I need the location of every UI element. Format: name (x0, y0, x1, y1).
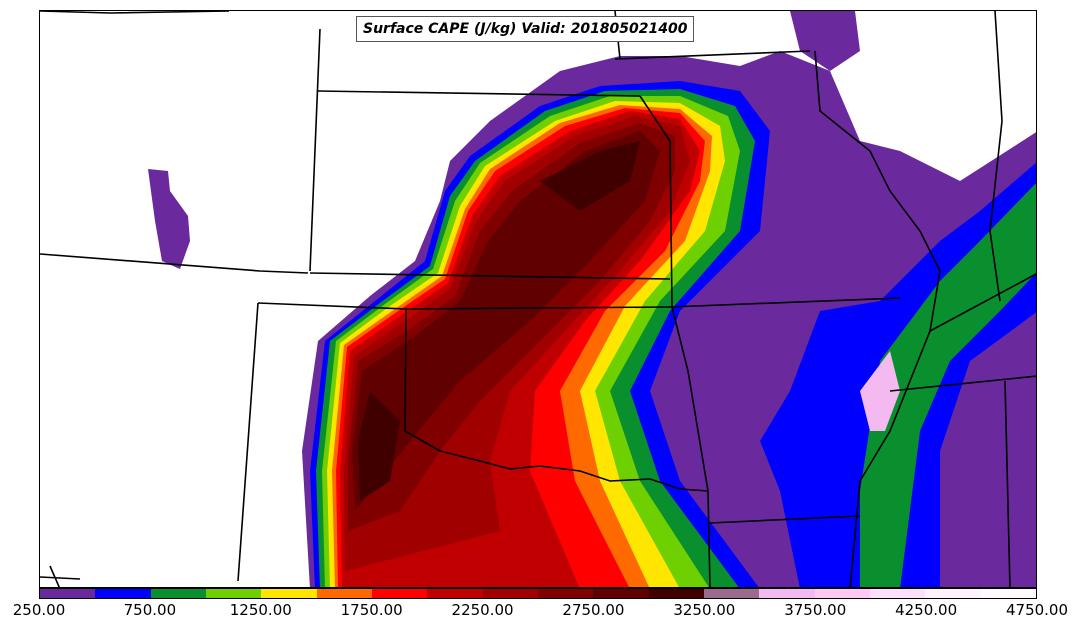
colorbar-segment (371, 589, 428, 598)
colorbar-segment (925, 589, 981, 598)
colorbar-tick-label: 750.00 (123, 601, 177, 619)
contour-1000-east (860, 183, 1036, 587)
cape-contours (148, 11, 1036, 587)
colorbar-segment (95, 589, 151, 598)
colorbar-tick-label: 4250.00 (895, 601, 958, 619)
colorbar-segment (869, 589, 926, 598)
boundary-wy-co (40, 11, 230, 14)
colorbar-segment (759, 589, 815, 598)
boundary-ia-mo (669, 297, 901, 308)
colorbar (39, 588, 1037, 599)
colorbar-segment (593, 589, 649, 598)
cape-map (40, 11, 1036, 587)
boundary-il-ky (929, 273, 1036, 332)
boundary-ar-la (707, 490, 711, 587)
boundary-nm-tx (40, 576, 81, 580)
colorbar-tick-label: 1250.00 (229, 601, 292, 619)
colorbar-segment (980, 589, 1036, 598)
colorbar-tick-label: 2250.00 (451, 601, 514, 619)
colorbar-segment (205, 589, 262, 598)
boundary-il-in (989, 11, 1003, 302)
colorbar-segment (150, 589, 206, 598)
colorbar-segment (814, 589, 870, 598)
contour-3750-east (860, 351, 900, 431)
contour-250-east-island (790, 11, 860, 71)
colorbar-tick-label: 3750.00 (784, 601, 847, 619)
contour-250-west-blob (148, 169, 190, 269)
boundary-nm-east (237, 302, 259, 582)
boundary-ne-north (317, 90, 641, 97)
contour-3500-north (540, 141, 640, 211)
boundary-co-west (309, 28, 321, 272)
map-title: Surface CAPE (J/kg) Valid: 201805021400 (356, 16, 695, 42)
colorbar-segment (40, 589, 96, 598)
boundary-ks-ok (405, 306, 671, 310)
contour-3250 (352, 131, 660, 511)
colorbar-tick-label: 2750.00 (562, 601, 625, 619)
colorbar-segment (482, 589, 538, 598)
colorbar-segment (648, 589, 704, 598)
colorbar-tick-label: 4750.00 (1005, 601, 1069, 619)
colorbar-segment (427, 589, 483, 598)
boundary-ok-tx-red-river (404, 430, 709, 492)
boundary-mn-ia (614, 50, 811, 60)
boundary-ne-ks (309, 272, 671, 280)
boundary-co-nm (40, 253, 309, 274)
boundary-mississippi (814, 50, 941, 587)
contour-3500 (358, 391, 400, 501)
map-plot-area (39, 10, 1037, 588)
colorbar-segment (316, 589, 372, 598)
boundary-ar-south (709, 515, 861, 524)
colorbar-segment (703, 589, 760, 598)
colorbar-segment (261, 589, 317, 598)
boundary-ky-tn (889, 375, 1036, 392)
colorbar-tick-label: 250.00 (12, 601, 66, 619)
boundary-ms-al (1004, 380, 1011, 587)
colorbar-tick-label: 3250.00 (673, 601, 736, 619)
colorbar-tick-label: 1750.00 (340, 601, 403, 619)
colorbar-segment (537, 589, 594, 598)
